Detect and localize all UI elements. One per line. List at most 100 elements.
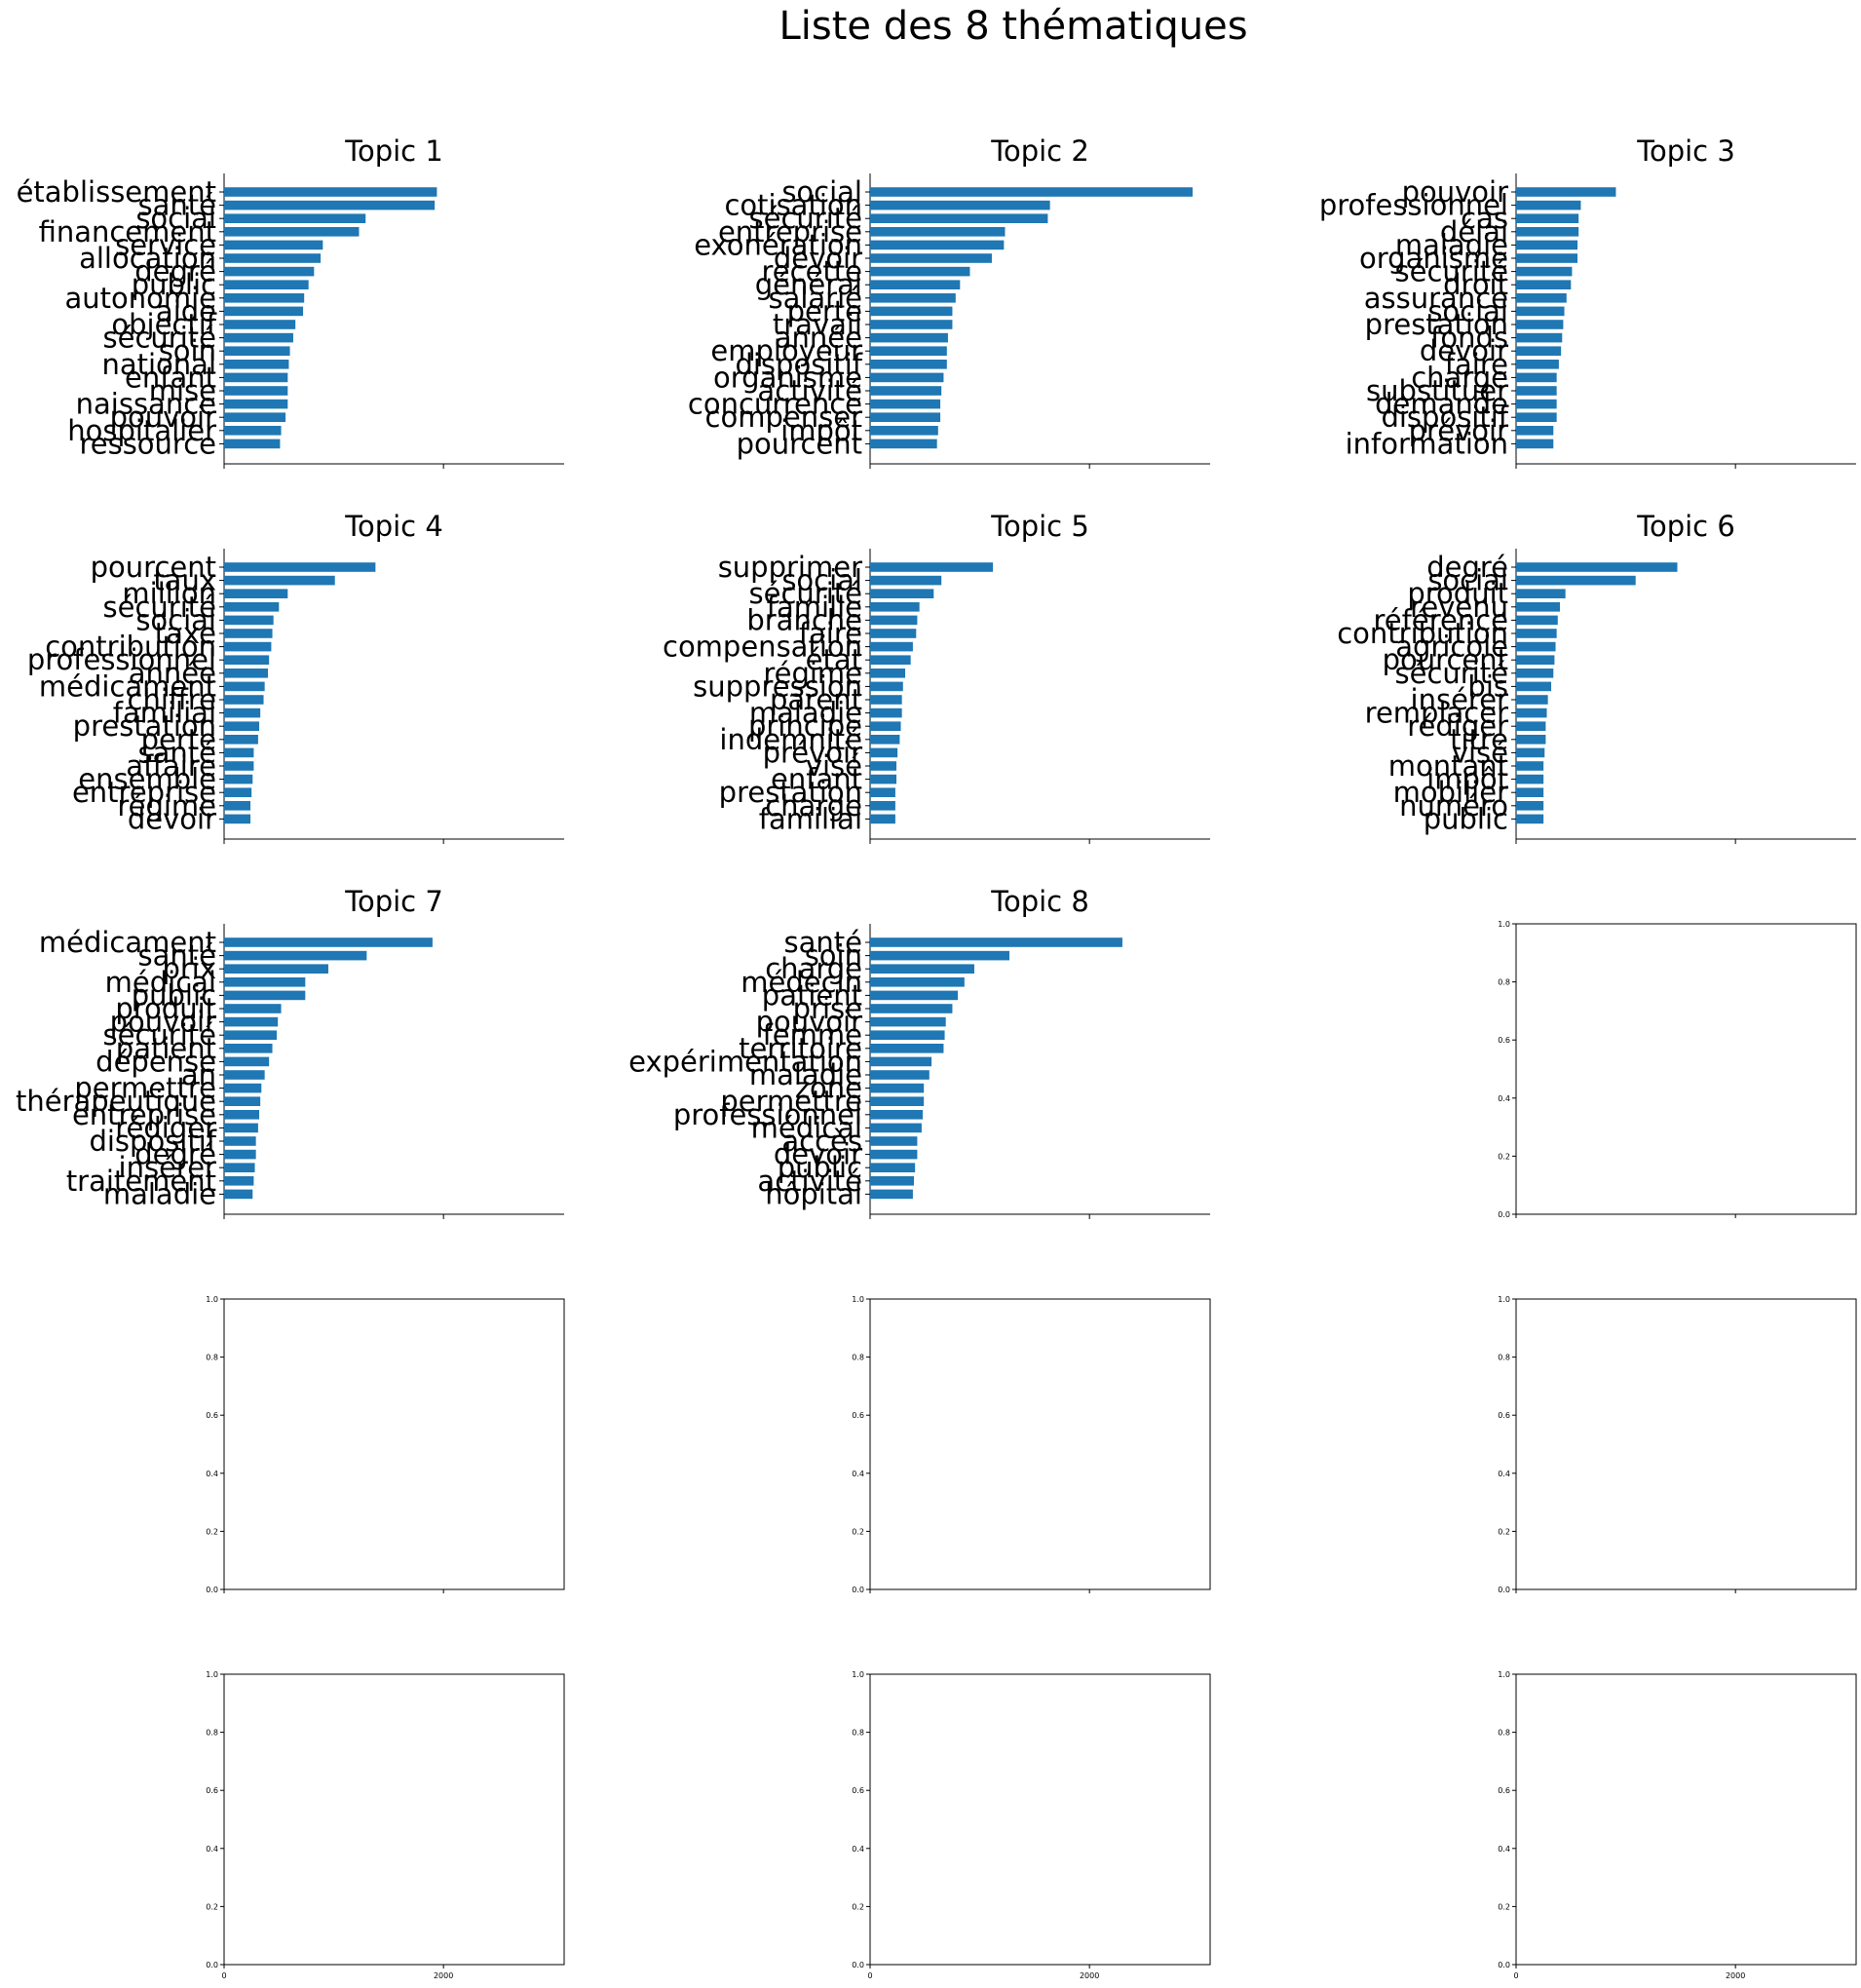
term-label: bis (1467, 669, 1508, 703)
bar-professionnel (1516, 200, 1581, 210)
subplot-13: 0.0 0.2 0.4 0.6 0.8 1.0 0 2000 (206, 1670, 565, 1980)
term-label: familial (113, 697, 216, 730)
term-label: public (778, 1151, 862, 1184)
term-label: organisme (1359, 242, 1508, 275)
term-label: million (122, 577, 216, 610)
bar-produit (1516, 589, 1566, 598)
y-tick-label: 1.0 (1498, 1295, 1510, 1304)
x-tick-label: 0 (221, 1971, 226, 1980)
term-label: territoire (739, 1032, 862, 1065)
term-label: national (101, 348, 216, 381)
bar-exonération (870, 240, 1005, 250)
empty-axes-frame (1515, 1298, 1857, 1590)
subplot-11: 0.0 0.2 0.4 0.6 0.8 1.0 (852, 1295, 1211, 1594)
term-label: titre (1450, 723, 1508, 756)
topic-title: Topic 8 (990, 885, 1089, 918)
bar-sécurité (870, 589, 934, 598)
y-tick-label: 0.2 (206, 1527, 218, 1536)
term-label: pourcent (1383, 643, 1508, 676)
bar-santé (870, 937, 1122, 947)
bar-social (1516, 306, 1565, 317)
term-label: chiffre (128, 683, 217, 716)
term-label: familial (759, 802, 862, 835)
bar-santé (224, 950, 367, 961)
term-label: santé (138, 736, 216, 769)
bar-médical (224, 977, 306, 987)
bar-contribution (224, 641, 272, 652)
bar-année (224, 669, 269, 678)
bar-traitement (224, 1176, 254, 1186)
y-tick-label: 0.4 (206, 1470, 218, 1478)
term-label: droit (1443, 268, 1508, 301)
term-label: soin (805, 939, 862, 973)
y-tick-label: 1.0 (1498, 920, 1510, 929)
term-label: année (775, 322, 862, 355)
topic-title: Topic 5 (990, 510, 1089, 543)
bar-cotisation (870, 200, 1050, 210)
term-label: produit (115, 992, 216, 1025)
term-label: année (129, 657, 216, 690)
subplot-7: Topic 7médicamentsantéprixmédicalpublicp… (16, 885, 564, 1219)
bar-charge (870, 964, 974, 974)
term-label: entreprise (718, 215, 862, 248)
bar-allocation (224, 253, 322, 263)
term-label: ensemble (78, 763, 216, 796)
term-label: principe (748, 709, 862, 743)
term-label: devoir (128, 802, 216, 835)
term-label: remplacer (1365, 697, 1508, 730)
bar-bis (1516, 681, 1552, 692)
bar-an (224, 1070, 265, 1080)
bar-contribution (1516, 629, 1557, 638)
bar-dispositif (224, 1136, 256, 1146)
term-label: organisme (713, 361, 862, 394)
term-label: permettre (74, 1072, 216, 1105)
bar-soin (870, 950, 1009, 961)
term-label: fonds (1430, 322, 1508, 355)
y-tick-label: 0.6 (852, 1786, 864, 1795)
empty-axes-frame (869, 1673, 1211, 1966)
term-label: hôpital (765, 1177, 862, 1210)
term-label: aide (156, 294, 216, 327)
term-label: assurance (1364, 282, 1508, 315)
y-tick-label: 0.4 (206, 1845, 218, 1854)
bar-médecin (870, 977, 965, 987)
term-label: perte (787, 294, 862, 327)
bar-impôt (1516, 774, 1544, 784)
term-label: rédiger (1407, 709, 1508, 743)
term-label: professionnel (1319, 189, 1508, 222)
x-tick-label: 0 (867, 1971, 872, 1980)
y-tick-label: 0.0 (1498, 1210, 1510, 1219)
bar-numéro (1516, 801, 1544, 811)
term-label: rédiger (115, 1111, 216, 1144)
term-label: prix (162, 952, 216, 985)
bar-faire (1516, 360, 1559, 369)
term-label: travail (773, 308, 862, 341)
bar-permettre (870, 1096, 925, 1106)
term-label: dispositif (1381, 401, 1508, 434)
term-label: prestation (73, 709, 216, 743)
y-tick-label: 0.2 (1498, 1527, 1510, 1536)
term-label: professionnel (673, 1098, 862, 1131)
term-label: entreprise (72, 1098, 216, 1131)
term-label: exonération (694, 228, 862, 261)
bar-devoir (870, 253, 992, 263)
bar-national (224, 360, 289, 369)
bar-organisme (1516, 253, 1578, 263)
term-label: faire (1445, 348, 1508, 381)
term-label: mise (149, 374, 216, 407)
term-label: médical (751, 1111, 862, 1144)
bar-insérer (1516, 695, 1548, 705)
subplot-10: 0.0 0.2 0.4 0.6 0.8 1.0 (206, 1295, 565, 1594)
term-label: suppression (693, 669, 862, 703)
bar-ressource (224, 439, 281, 449)
term-label: patient (762, 978, 862, 1012)
bar-famille (870, 602, 920, 612)
term-label: compensation (663, 631, 862, 664)
bar-patient (224, 1044, 273, 1053)
bar-public (224, 990, 306, 1001)
bar-visé (870, 761, 897, 771)
y-tick-label: 0.0 (1498, 1586, 1510, 1594)
term-label: prévoir (1409, 414, 1508, 447)
bar-professionnel (870, 1110, 924, 1120)
topic-title: Topic 3 (1636, 134, 1735, 168)
